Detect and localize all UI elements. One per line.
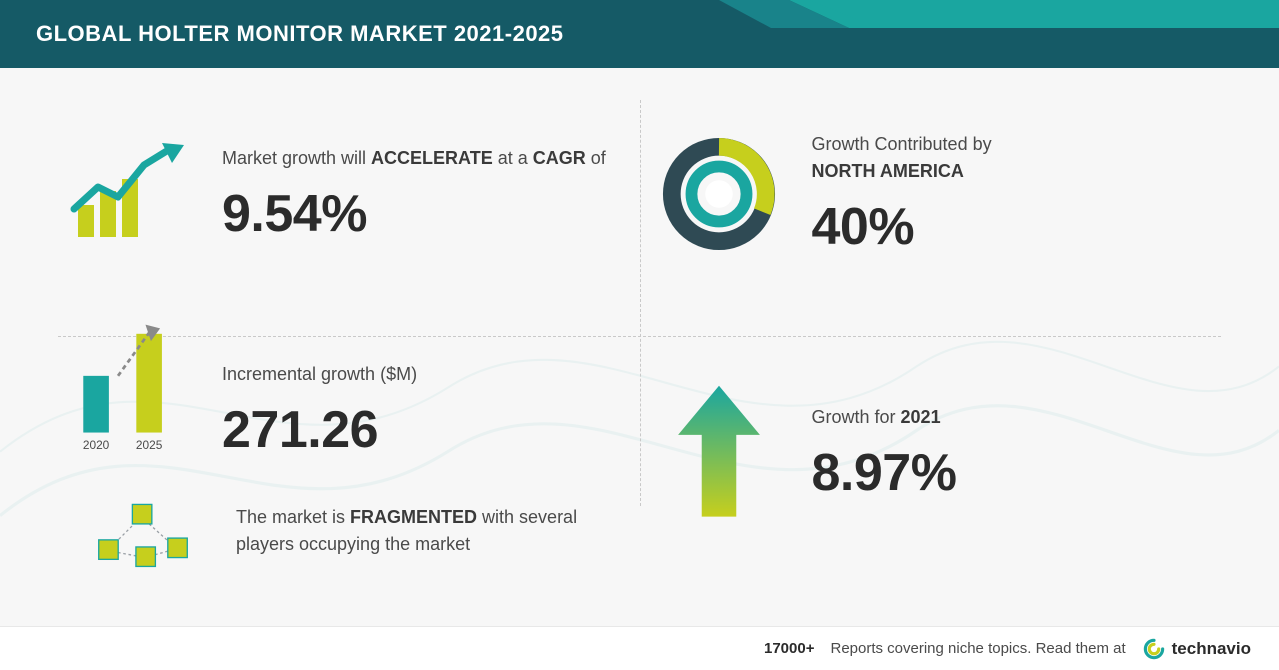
incremental-metric: 271.26 (222, 400, 626, 460)
infographic-canvas: GLOBAL HOLTER MONITOR MARKET 2021-2025 (0, 0, 1279, 670)
cagr-lead-text: Market growth will ACCELERATE at a CAGR … (222, 145, 626, 172)
text-fragment: ACCELERATE (371, 148, 493, 168)
growth-year-metric: 8.97% (812, 443, 1216, 503)
text-fragment: of (586, 148, 606, 168)
svg-text:2020: 2020 (83, 438, 110, 452)
text-fragment: 2021 (901, 407, 941, 427)
text-fragment: The market is (236, 507, 350, 527)
growth-year-lead-text: Growth for 2021 (812, 404, 1216, 431)
content-area: Market growth will ACCELERATE at a CAGR … (0, 68, 1279, 626)
network-icon (78, 486, 208, 576)
donut-chart-icon (654, 135, 784, 253)
header-banner: GLOBAL HOLTER MONITOR MARKET 2021-2025 (0, 0, 1279, 68)
logo-swirl-icon (1142, 638, 1166, 660)
page-title: GLOBAL HOLTER MONITOR MARKET 2021-2025 (36, 21, 564, 47)
header-tail-shape (719, 0, 1279, 68)
region-metric: 40% (812, 197, 1216, 257)
text-fragment: CAGR (533, 148, 586, 168)
growth-chart-icon (64, 139, 194, 249)
text-fragment: FRAGMENTED (350, 507, 477, 527)
panel-cagr: Market growth will ACCELERATE at a CAGR … (50, 98, 640, 290)
arrow-up-icon (654, 378, 784, 528)
report-count: 17000+ (764, 640, 814, 657)
panel-region: Growth Contributed by NORTH AMERICA 40% (640, 98, 1230, 290)
cagr-metric: 9.54% (222, 184, 626, 244)
panel-growth-year: Growth for 2021 8.97% (640, 290, 1230, 616)
logo-text: technavio (1172, 639, 1251, 659)
svg-text:2025: 2025 (136, 438, 163, 452)
text-fragment: Growth for (812, 407, 901, 427)
text-fragment: at a (493, 148, 533, 168)
incremental-lead-text: Incremental growth ($M) (222, 361, 626, 388)
footer-bar: 17000+ Reports covering niche topics. Re… (0, 626, 1279, 670)
technavio-logo: technavio (1142, 638, 1251, 660)
text-fragment: Market growth will (222, 148, 371, 168)
panel-fragment: The market is FRAGMENTED with several pl… (64, 482, 626, 596)
panel-incremental: 2020 2025 Incremental growth ($M) 271.26 (50, 290, 640, 616)
bar-comparison-icon: 2020 2025 (64, 310, 194, 460)
metrics-grid: Market growth will ACCELERATE at a CAGR … (50, 98, 1229, 616)
fragment-lead-text: The market is FRAGMENTED with several pl… (236, 504, 612, 558)
text-fragment: NORTH AMERICA (812, 161, 964, 181)
footer-tagline: Reports covering niche topics. Read them… (830, 640, 1125, 657)
region-lead-text: Growth Contributed by NORTH AMERICA (812, 131, 1216, 185)
text-fragment: Growth Contributed by (812, 134, 992, 154)
